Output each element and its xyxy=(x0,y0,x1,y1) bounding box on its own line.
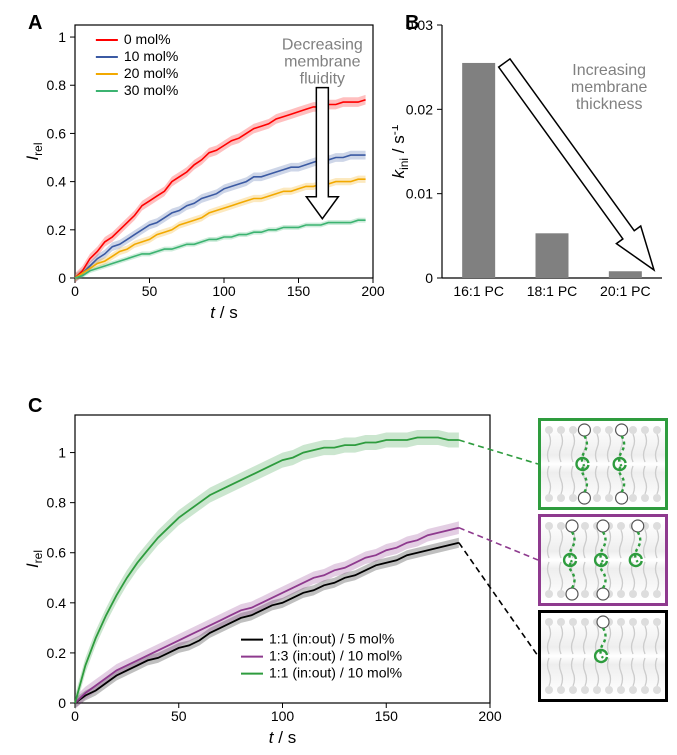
panel-c-chart: 0 50 100 150 200 0 0.2 0.4 0.6 0.8 1 1:1 (in:out) /… xyxy=(20,405,615,753)
panel-label-a: A xyxy=(28,12,42,35)
membrane-diagram xyxy=(538,610,668,702)
panel-a-chart: 05010015020000.20.40.60.810 mol%10 mol%2… xyxy=(20,15,388,338)
svg-text:0: 0 xyxy=(71,708,79,724)
svg-text:0.4: 0.4 xyxy=(47,595,67,611)
annotation-text: fluidity xyxy=(300,71,345,88)
svg-text:0: 0 xyxy=(58,695,66,711)
svg-text:100: 100 xyxy=(212,283,236,299)
y-axis-label: Irel xyxy=(23,142,45,160)
svg-text:1: 1 xyxy=(58,29,66,45)
connector-line xyxy=(459,543,538,656)
figure-root: 05010015020000.20.40.60.810 mol%10 mol%2… xyxy=(0,0,677,755)
panel-b-chart: 00.010.020.0316:1 PC18:1 PC20:1 PCkini /… xyxy=(392,15,672,323)
svg-text:100: 100 xyxy=(271,708,295,724)
svg-text:0.6: 0.6 xyxy=(47,545,67,561)
svg-text:0.8: 0.8 xyxy=(47,495,67,511)
y-axis-label: kini / s-1 xyxy=(392,124,411,178)
svg-text:200: 200 xyxy=(478,708,502,724)
bar xyxy=(536,233,569,278)
annotation-text: thickness xyxy=(576,96,643,113)
connector-line xyxy=(459,528,538,560)
legend-label: 10 mol% xyxy=(124,48,178,64)
tick-label: 0.01 xyxy=(406,186,433,202)
annotation-text: membrane xyxy=(571,79,648,96)
legend-label: 20 mol% xyxy=(124,65,178,81)
panel-label-c: C xyxy=(28,395,42,418)
svg-text:0.2: 0.2 xyxy=(47,645,67,661)
bar xyxy=(462,63,495,278)
membrane-diagram xyxy=(538,418,668,510)
svg-text:0: 0 xyxy=(58,270,66,286)
svg-text:50: 50 xyxy=(171,708,187,724)
legend-label: 0 mol% xyxy=(124,31,171,47)
annotation-text: membrane xyxy=(284,54,361,71)
svg-text:0.8: 0.8 xyxy=(47,77,67,93)
svg-text:1: 1 xyxy=(58,445,66,461)
membrane-diagram xyxy=(538,514,668,606)
panel-label-b: B xyxy=(405,12,419,35)
svg-text:50: 50 xyxy=(142,283,158,299)
svg-text:150: 150 xyxy=(287,283,311,299)
legend-label: 1:3 (in:out) / 10 mol% xyxy=(269,648,402,664)
svg-text:150: 150 xyxy=(375,708,399,724)
series-band xyxy=(75,521,459,709)
category-label: 18:1 PC xyxy=(527,283,578,299)
connector-line xyxy=(459,440,538,464)
tick-label: 0.02 xyxy=(406,101,433,117)
annotation-text: Increasing xyxy=(572,62,646,79)
svg-text:0.2: 0.2 xyxy=(47,222,67,238)
y-axis-label: Irel xyxy=(23,550,45,568)
tick-label: 0 xyxy=(425,270,433,286)
legend-label: 1:1 (in:out) / 5 mol% xyxy=(269,631,394,647)
legend-label: 30 mol% xyxy=(124,82,178,98)
category-label: 20:1 PC xyxy=(600,283,651,299)
svg-text:0: 0 xyxy=(71,283,79,299)
category-label: 16:1 PC xyxy=(453,283,504,299)
svg-text:0.4: 0.4 xyxy=(47,174,67,190)
annotation-text: Decreasing xyxy=(282,37,363,54)
svg-text:200: 200 xyxy=(361,283,385,299)
legend-label: 1:1 (in:out) / 10 mol% xyxy=(269,665,402,681)
svg-text:0.6: 0.6 xyxy=(47,125,67,141)
x-axis-label: t / s xyxy=(210,303,237,322)
x-axis-label: t / s xyxy=(269,728,296,747)
bar xyxy=(609,271,642,278)
